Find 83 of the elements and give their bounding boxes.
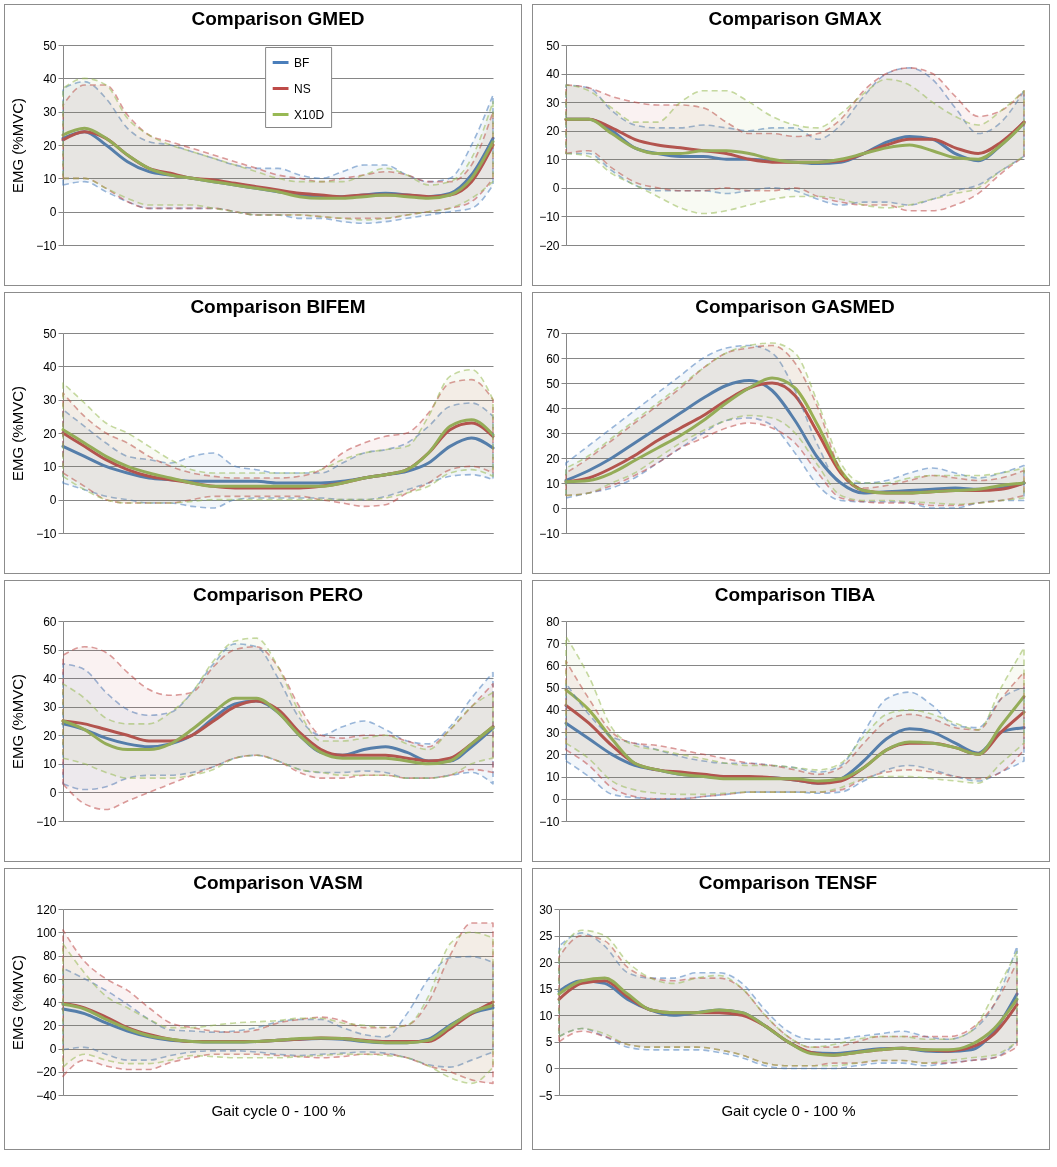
y-tick-label: −10 <box>539 526 560 541</box>
y-tick-label: −10 <box>36 526 57 541</box>
x-axis-title: Gait cycle 0 - 100 % <box>211 1101 346 1119</box>
y-tick-label: 70 <box>546 326 560 341</box>
y-axis-title: EMG (%MVC) <box>9 955 27 1050</box>
y-tick-label: 120 <box>36 902 57 917</box>
y-tick-label: −10 <box>36 814 57 829</box>
y-tick-label: 0 <box>49 1042 57 1056</box>
y-tick-label: −10 <box>36 238 57 253</box>
legend-label: BF <box>294 55 310 70</box>
chart-title: Comparison GASMED <box>695 296 895 317</box>
y-axis-title: EMG (%MVC) <box>9 386 27 481</box>
y-tick-label: 20 <box>546 747 560 762</box>
y-tick-label: 0 <box>552 181 560 196</box>
y-tick-label: −20 <box>36 1065 57 1080</box>
y-tick-label: 40 <box>546 703 560 718</box>
y-tick-label: 40 <box>43 359 57 374</box>
y-tick-label: −20 <box>539 238 560 253</box>
y-tick-label: 30 <box>546 95 560 110</box>
y-tick-label: 20 <box>43 426 57 441</box>
chart-title: Comparison TIBA <box>714 584 876 605</box>
y-tick-label: 50 <box>43 326 57 341</box>
y-tick-label: 0 <box>552 501 560 516</box>
y-tick-label: 25 <box>539 929 553 944</box>
y-tick-label: 40 <box>546 67 560 82</box>
y-tick-label: 10 <box>546 770 560 785</box>
y-tick-label: 70 <box>546 636 560 651</box>
y-tick-label: 30 <box>43 105 57 120</box>
chart-title: Comparison TENSF <box>698 872 878 893</box>
y-tick-label: 60 <box>546 658 560 673</box>
y-tick-label: 0 <box>49 785 57 800</box>
y-axis-title: EMG (%MVC) <box>9 98 27 193</box>
y-tick-label: 20 <box>546 124 560 139</box>
chart-title: Comparison PERO <box>193 584 363 605</box>
y-tick-label: 30 <box>539 902 553 917</box>
y-tick-label: 10 <box>539 1008 553 1023</box>
y-axis-title: EMG (%MVC) <box>9 674 27 769</box>
y-tick-label: 40 <box>546 401 560 416</box>
chart-title: Comparison VASM <box>193 872 363 893</box>
legend-label: X10D <box>294 107 325 122</box>
y-tick-label: 0 <box>545 1061 553 1076</box>
x-axis-title: Gait cycle 0 - 100 % <box>721 1101 856 1119</box>
y-tick-label: 60 <box>43 614 57 629</box>
y-tick-label: 15 <box>539 982 553 997</box>
y-tick-label: 20 <box>43 138 57 153</box>
legend-label: NS <box>294 81 311 96</box>
y-tick-label: 100 <box>36 925 57 940</box>
chart-title: Comparison GMAX <box>708 8 882 29</box>
y-tick-label: 60 <box>546 351 560 366</box>
y-tick-label: 30 <box>546 725 560 740</box>
y-tick-label: 80 <box>43 949 57 963</box>
y-tick-label: 50 <box>546 376 560 391</box>
y-tick-label: 10 <box>43 171 57 186</box>
y-tick-label: −10 <box>539 814 560 829</box>
y-tick-label: 30 <box>43 700 57 715</box>
y-tick-label: 10 <box>546 476 560 491</box>
y-tick-label: 10 <box>43 757 57 772</box>
y-tick-label: 10 <box>546 152 560 167</box>
y-tick-label: −10 <box>539 209 560 224</box>
y-tick-label: 50 <box>43 38 57 53</box>
y-tick-label: 40 <box>43 995 57 1010</box>
y-tick-label: 40 <box>43 671 57 686</box>
y-tick-label: 10 <box>43 459 57 474</box>
y-tick-label: 30 <box>546 426 560 441</box>
y-tick-label: 50 <box>546 681 560 696</box>
y-tick-label: 60 <box>43 972 57 987</box>
y-tick-label: −40 <box>36 1088 57 1103</box>
y-tick-label: 40 <box>43 71 57 86</box>
y-tick-label: 20 <box>539 955 553 970</box>
y-tick-label: 5 <box>545 1035 553 1050</box>
y-tick-label: 50 <box>546 38 560 53</box>
y-tick-label: 50 <box>43 643 57 658</box>
y-tick-label: 0 <box>49 205 57 220</box>
y-tick-label: 0 <box>552 792 560 807</box>
y-tick-label: 20 <box>43 1018 57 1033</box>
y-tick-label: 20 <box>43 728 57 743</box>
y-tick-label: 30 <box>43 393 57 408</box>
y-tick-label: 80 <box>546 614 560 629</box>
chart-title: Comparison GMED <box>191 8 365 29</box>
chart-title: Comparison BIFEM <box>190 296 366 317</box>
y-tick-label: 20 <box>546 451 560 466</box>
y-tick-label: 0 <box>49 493 57 508</box>
y-tick-label: −5 <box>538 1088 553 1103</box>
